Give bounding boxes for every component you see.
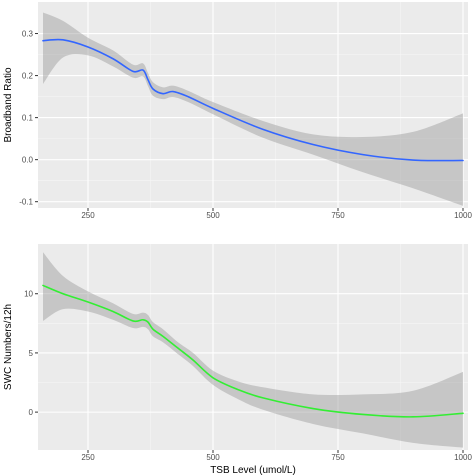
bottom-y-tick-label: 0 [29, 408, 34, 417]
top-x-tick-label: 250 [81, 211, 95, 220]
top-y-tick-label: 0.2 [22, 72, 34, 81]
top-confidence-band [43, 12, 463, 206]
top-y-tick-label: 0.3 [22, 30, 34, 39]
bottom-y-tick-label: 5 [29, 349, 34, 358]
top-x-tick-label: 1000 [454, 211, 472, 220]
top-y-tick-label: -0.1 [19, 198, 33, 207]
top-plot-background [38, 2, 468, 208]
bottom-smooth-line [42, 284, 464, 418]
bottom-panel: 250 500 750 1000 0 5 10 SWC Numbers/12h TSB Leve… [3, 244, 472, 476]
top-y-tick-label: 0.0 [22, 156, 34, 165]
top-x-tick-label: 750 [331, 211, 345, 220]
bottom-x-tick-label: 500 [206, 453, 220, 462]
bottom-plot-background [38, 244, 468, 450]
top-smooth-line [42, 38, 464, 162]
top-x-tick-label: 500 [206, 211, 220, 220]
bottom-y-axis-title: SWC Numbers/12h [3, 304, 14, 390]
bottom-x-axis-title: TSB Level (umol/L) [210, 465, 296, 476]
top-y-axis-title: Broadband Ratio [3, 67, 14, 142]
bottom-y-tick-label: 10 [24, 290, 33, 299]
bottom-x-tick-label: 250 [81, 453, 95, 462]
top-panel: 250 500 750 1000 -0.1 0.0 0.1 0.2 0.3 Broadband R… [3, 2, 472, 220]
top-y-tick-label: 0.1 [22, 114, 34, 123]
bottom-confidence-band [43, 252, 463, 448]
bottom-x-tick-label: 750 [331, 453, 345, 462]
bottom-x-tick-label: 1000 [454, 453, 472, 462]
